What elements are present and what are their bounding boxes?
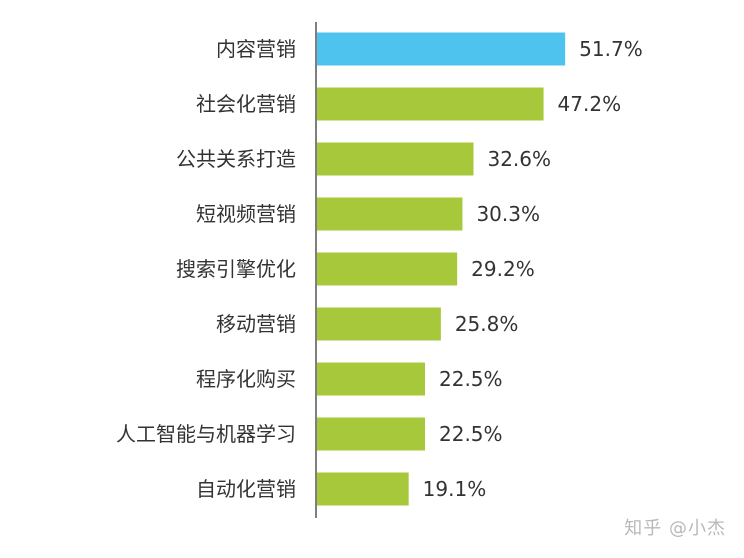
- value-label: 47.2%: [558, 92, 622, 116]
- watermark: 知乎 @小杰: [624, 518, 726, 539]
- category-label: 程序化购买: [196, 367, 296, 391]
- value-label: 51.7%: [579, 37, 643, 61]
- value-label: 30.3%: [476, 202, 540, 226]
- bar: [317, 197, 463, 231]
- category-label: 自动化营销: [196, 477, 296, 501]
- bar: [317, 307, 441, 341]
- value-label: 29.2%: [471, 257, 535, 281]
- category-label: 移动营销: [216, 312, 296, 336]
- bar: [317, 87, 544, 121]
- value-label: 25.8%: [455, 312, 519, 336]
- category-label: 公共关系打造: [176, 147, 296, 171]
- bar: [317, 142, 474, 176]
- value-label: 32.6%: [487, 147, 551, 171]
- bar: [317, 32, 566, 66]
- value-label: 22.5%: [439, 422, 503, 446]
- bar: [317, 362, 425, 396]
- category-label: 搜索引擎优化: [176, 257, 296, 281]
- bar: [317, 472, 409, 506]
- value-label: 22.5%: [439, 367, 503, 391]
- value-label: 19.1%: [423, 477, 487, 501]
- category-label: 内容营销: [216, 37, 296, 61]
- category-label: 短视频营销: [196, 202, 296, 226]
- category-label: 社会化营销: [196, 92, 296, 116]
- bar: [317, 252, 458, 286]
- category-label: 人工智能与机器学习: [116, 422, 296, 446]
- bar: [317, 417, 425, 451]
